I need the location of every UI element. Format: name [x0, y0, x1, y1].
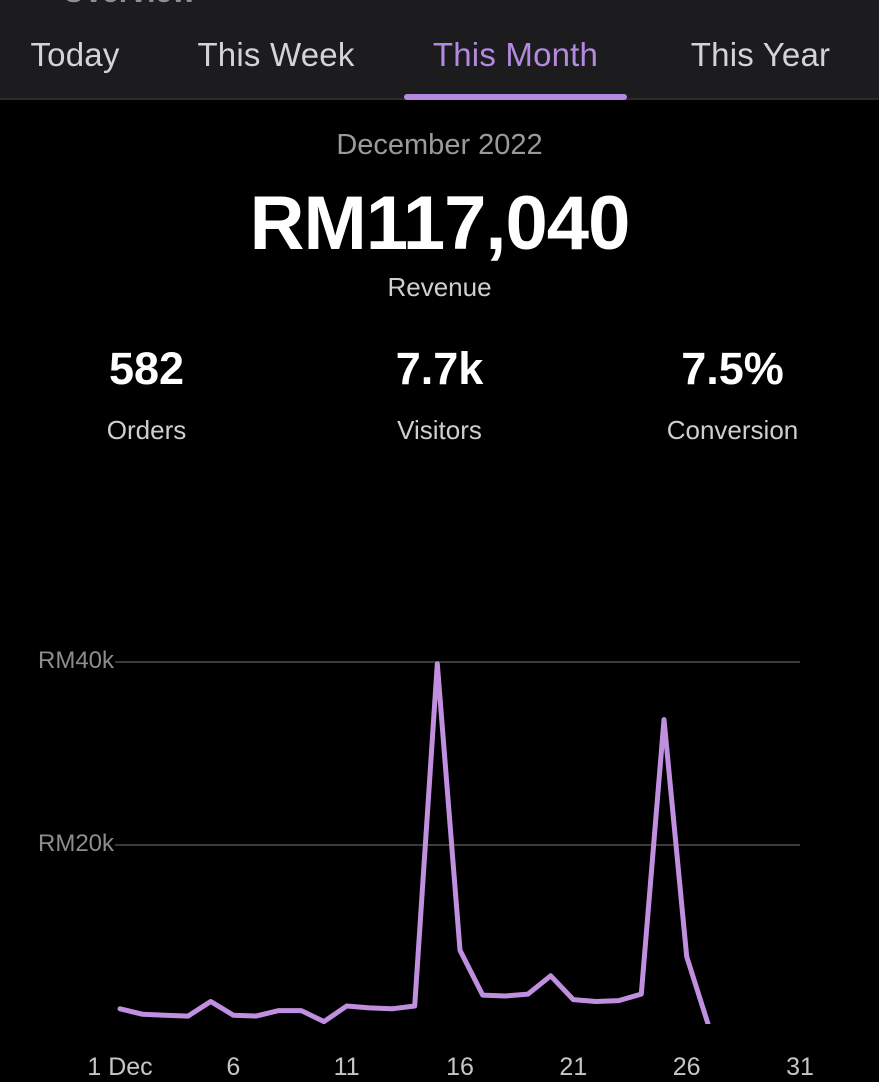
tab-today[interactable]: Today: [0, 10, 150, 100]
y-tick-label: RM20k: [38, 830, 115, 857]
tab-this-year-label: This Year: [690, 36, 831, 73]
stat-visitors-value: 7.7k: [395, 343, 484, 394]
tab-this-year[interactable]: This Year: [642, 10, 879, 100]
stat-conversion-value: 7.5%: [681, 343, 784, 394]
period-label: December 2022: [336, 129, 543, 161]
x-tick-label: 16: [446, 1053, 474, 1081]
stat-orders-value: 582: [108, 343, 185, 394]
dashboard-content: December 2022 RM117,040 Revenue 582 Orde…: [0, 102, 879, 1081]
tab-this-month-label: This Month: [432, 36, 599, 73]
stats-row: 582 Orders 7.7k Visitors 7.5% Conversion: [0, 345, 879, 446]
period-tabbar: Today This Week This Month This Year: [0, 10, 879, 100]
stat-conversion: 7.5% Conversion: [586, 345, 879, 446]
revenue-chart[interactable]: RM20k RM40k 1 Dec 6 11 16 21 26 31: [0, 512, 879, 1081]
revenue-value: RM117,040: [249, 181, 631, 266]
tab-today-label: Today: [30, 36, 120, 73]
stat-visitors-label: Visitors: [397, 415, 482, 446]
tab-this-week-label: This Week: [197, 36, 355, 73]
revenue-line-chart-svg: [115, 661, 800, 1024]
stat-conversion-label: Conversion: [666, 415, 799, 446]
x-tick-label: 21: [559, 1053, 588, 1081]
tab-active-underline: [404, 94, 627, 100]
x-tick-label: 1 Dec: [87, 1053, 153, 1081]
clipped-header-strip: Overview: [0, 0, 879, 10]
stat-orders: 582 Orders: [0, 345, 293, 446]
stat-orders-label: Orders: [106, 415, 187, 446]
stat-visitors: 7.7k Visitors: [293, 345, 586, 446]
x-tick-label: 31: [786, 1053, 814, 1081]
revenue-label: Revenue: [387, 272, 492, 302]
x-tick-label: 26: [672, 1053, 701, 1081]
y-tick-label: RM40k: [38, 647, 115, 674]
x-tick-label: 11: [333, 1053, 360, 1081]
tab-this-month[interactable]: This Month: [404, 10, 627, 100]
tab-this-week[interactable]: This Week: [160, 10, 392, 100]
page-title: Overview: [62, 0, 195, 10]
revenue-line: [117, 661, 711, 1024]
x-tick-label: 6: [226, 1053, 241, 1081]
